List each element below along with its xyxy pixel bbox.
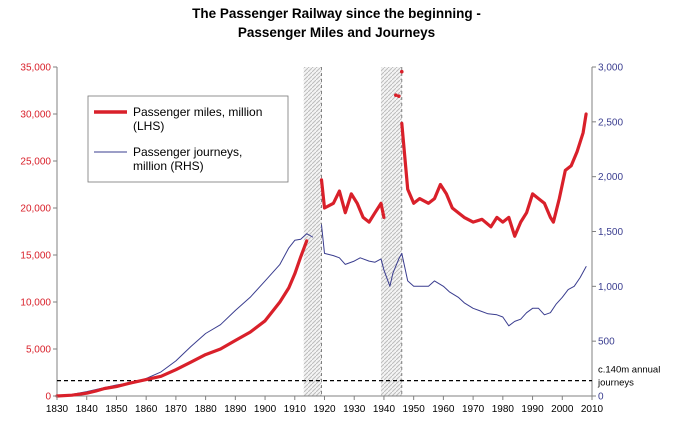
x-tick-label: 1900 — [254, 404, 277, 415]
left-tick-label: 20,000 — [20, 204, 51, 215]
right-tick-label: 3,000 — [598, 63, 623, 74]
left-tick-label: 0 — [45, 392, 51, 403]
wartime-band — [380, 67, 402, 396]
reference-line-label: c.140m annual — [598, 365, 660, 376]
legend-label-miles-1: Passenger miles, million — [133, 105, 262, 119]
left-tick-label: 35,000 — [20, 63, 51, 74]
chart-title: The Passenger Railway since the beginnin… — [192, 6, 481, 21]
wartime-band — [303, 67, 322, 396]
x-tick-label: 1920 — [313, 404, 336, 415]
x-tick-label: 1930 — [343, 404, 366, 415]
chart-subtitle: Passenger Miles and Journeys — [237, 25, 436, 40]
x-tick-label: 1840 — [76, 404, 99, 415]
x-tick-label: 2000 — [551, 404, 574, 415]
left-tick-label: 30,000 — [20, 110, 51, 121]
x-tick-label: 1940 — [373, 404, 396, 415]
left-tick-label: 25,000 — [20, 157, 51, 168]
legend-label-journeys-2: million (RHS) — [133, 159, 204, 173]
x-tick-label: 1830 — [46, 404, 69, 415]
right-tick-label: 2,000 — [598, 172, 623, 183]
x-tick-label: 1890 — [224, 404, 247, 415]
left-tick-label: 5,000 — [26, 345, 51, 356]
right-tick-label: 0 — [598, 392, 604, 403]
x-tick-label: 1860 — [135, 404, 158, 415]
right-tick-label: 2,500 — [598, 117, 623, 128]
x-tick-label: 1880 — [194, 404, 217, 415]
series-line-miles — [400, 112, 588, 238]
right-tick-label: 1,000 — [598, 282, 623, 293]
x-tick-label: 1990 — [521, 404, 544, 415]
legend-label-miles-2: (LHS) — [133, 119, 164, 133]
series-line-journeys — [321, 224, 587, 327]
x-tick-label: 1850 — [105, 404, 128, 415]
series-line-miles — [55, 239, 309, 398]
series-line-journeys — [56, 233, 314, 397]
x-tick-label: 1950 — [403, 404, 426, 415]
x-tick-label: 2010 — [581, 404, 604, 415]
legend-label-journeys-1: Passenger journeys, — [133, 145, 242, 159]
x-tick-label: 1980 — [492, 404, 515, 415]
right-tick-label: 1,500 — [598, 227, 623, 238]
left-tick-label: 10,000 — [20, 298, 51, 309]
series-point-miles — [397, 94, 401, 98]
x-tick-label: 1960 — [432, 404, 455, 415]
reference-line-label: journeys — [597, 378, 634, 389]
right-tick-label: 500 — [598, 337, 615, 348]
x-tick-label: 1870 — [165, 404, 188, 415]
series-point-miles — [394, 93, 398, 97]
legend: Passenger miles, million (LHS) Passenger… — [87, 95, 289, 183]
series-line-miles — [319, 178, 386, 224]
x-tick-label: 1910 — [284, 404, 307, 415]
left-tick-label: 15,000 — [20, 251, 51, 262]
series-point-miles — [399, 69, 404, 74]
x-tick-label: 1970 — [462, 404, 485, 415]
